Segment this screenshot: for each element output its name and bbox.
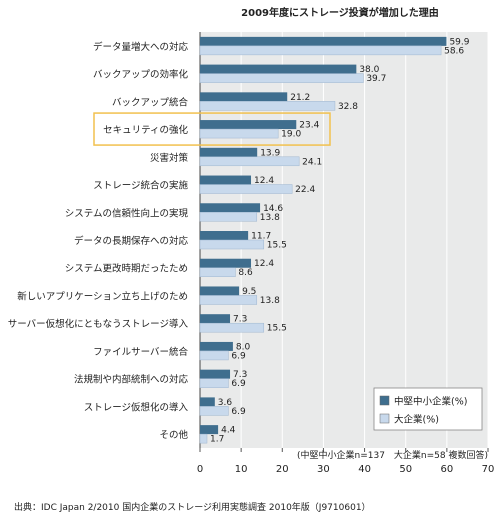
bar: [199, 239, 265, 250]
x-tick-label: 50: [399, 464, 412, 475]
bar: [199, 267, 236, 277]
bar: [200, 231, 249, 240]
data-label: 4.4: [221, 426, 236, 436]
data-label: 13.8: [260, 296, 280, 306]
category-label: その他: [159, 429, 188, 441]
data-label: 38.0: [359, 65, 379, 75]
data-label: 12.4: [254, 176, 274, 186]
legend-box: [373, 387, 483, 431]
bar: [199, 128, 279, 139]
bar: [199, 212, 258, 222]
category-label: ストレージ統合の実施: [93, 180, 188, 192]
category-label: 新しいアプリケーション立ち上げのため: [17, 290, 188, 302]
category-label: システム更改時期だったため: [65, 263, 188, 275]
chart-title: 2009年度にストレージ投資が増加した理由: [241, 6, 439, 19]
data-label: 3.6: [218, 398, 233, 408]
data-label: 21.2: [290, 93, 310, 103]
category-label: 法規制や内部統制への対応: [74, 374, 189, 386]
data-label: 58.6: [444, 46, 464, 56]
legend-swatch: [379, 395, 390, 406]
legend-label: 大企業(%): [394, 414, 439, 426]
data-label: 23.4: [299, 121, 319, 131]
data-label: 22.4: [295, 185, 315, 195]
source-note: 出典：IDC Japan 2/2010 国内企業のストレージ利用実態調査 201…: [14, 501, 371, 513]
bar: [199, 433, 208, 444]
legend-label: 中堅中小企業(%): [394, 396, 467, 408]
data-label: 12.4: [254, 259, 274, 269]
data-label: 13.8: [260, 213, 280, 223]
bar: [200, 36, 447, 46]
data-label: 11.7: [251, 232, 271, 242]
x-tick-label: 10: [235, 464, 248, 475]
x-tick-label: 60: [440, 464, 453, 475]
x-tick-label: 20: [276, 464, 289, 475]
bar: [200, 64, 357, 74]
bar: [200, 314, 231, 324]
data-label: 14.6: [263, 204, 283, 214]
bar: [200, 286, 240, 296]
data-label: 24.1: [302, 157, 322, 167]
category-label: システムの信頼性向上の実現: [65, 207, 189, 219]
category-label: データの長期保存への対応: [74, 235, 189, 247]
data-label: 15.5: [267, 324, 287, 334]
data-label: 7.3: [233, 370, 247, 380]
data-label: 19.0: [281, 130, 301, 140]
bar: [200, 425, 219, 435]
bar: [200, 147, 258, 157]
data-label: 7.3: [233, 315, 247, 325]
bar: [199, 73, 364, 83]
category-label: サーバー仮想化にともなうストレージ導入: [8, 318, 189, 330]
bar: [199, 322, 265, 333]
x-tick-label: 30: [317, 464, 330, 475]
bar: [199, 156, 300, 167]
bar: [200, 369, 231, 379]
bar: [200, 341, 233, 351]
category-label: バックアップの効率化: [93, 69, 189, 81]
category-label: セキュリティの強化: [103, 124, 188, 136]
x-tick-label: 70: [482, 464, 495, 475]
bar: [200, 258, 252, 268]
bar: [199, 45, 442, 56]
bar: [199, 350, 229, 361]
data-label: 13.9: [260, 148, 280, 158]
highlight-box: [93, 112, 331, 146]
data-label: 8.6: [238, 268, 253, 278]
x-tick-label: 40: [358, 464, 371, 475]
category-label: ファイルサーバー統合: [93, 346, 188, 358]
bar: [199, 378, 229, 388]
data-label: 32.8: [338, 102, 358, 112]
data-label: 6.9: [231, 351, 246, 361]
bar: [199, 184, 293, 194]
data-label: 9.5: [242, 287, 256, 297]
x-tick-label: 0: [197, 464, 203, 475]
bar: [200, 92, 288, 102]
bar: [199, 295, 258, 305]
category-label: データ量増大への対応: [93, 41, 189, 53]
data-label: 39.7: [366, 74, 386, 84]
bar: [199, 406, 229, 416]
category-label: バックアップ統合: [112, 96, 189, 108]
data-label: 6.9: [231, 407, 246, 417]
data-label: 59.9: [449, 37, 469, 47]
category-label: 災害対策: [150, 152, 189, 164]
data-label: 15.5: [267, 241, 287, 251]
data-label: 8.0: [236, 342, 251, 352]
data-label: 1.7: [210, 435, 224, 445]
bar: [200, 175, 252, 185]
sample-size-note: (中堅中小企業n=137 大企業n=58 複数回答): [297, 449, 488, 461]
legend-swatch: [379, 413, 390, 424]
bar: [199, 101, 336, 111]
bar: [200, 397, 215, 407]
bar: [200, 120, 297, 130]
category-label: ストレージ仮想化の導入: [84, 401, 189, 413]
bar: [200, 203, 261, 213]
data-label: 6.9: [231, 379, 246, 389]
